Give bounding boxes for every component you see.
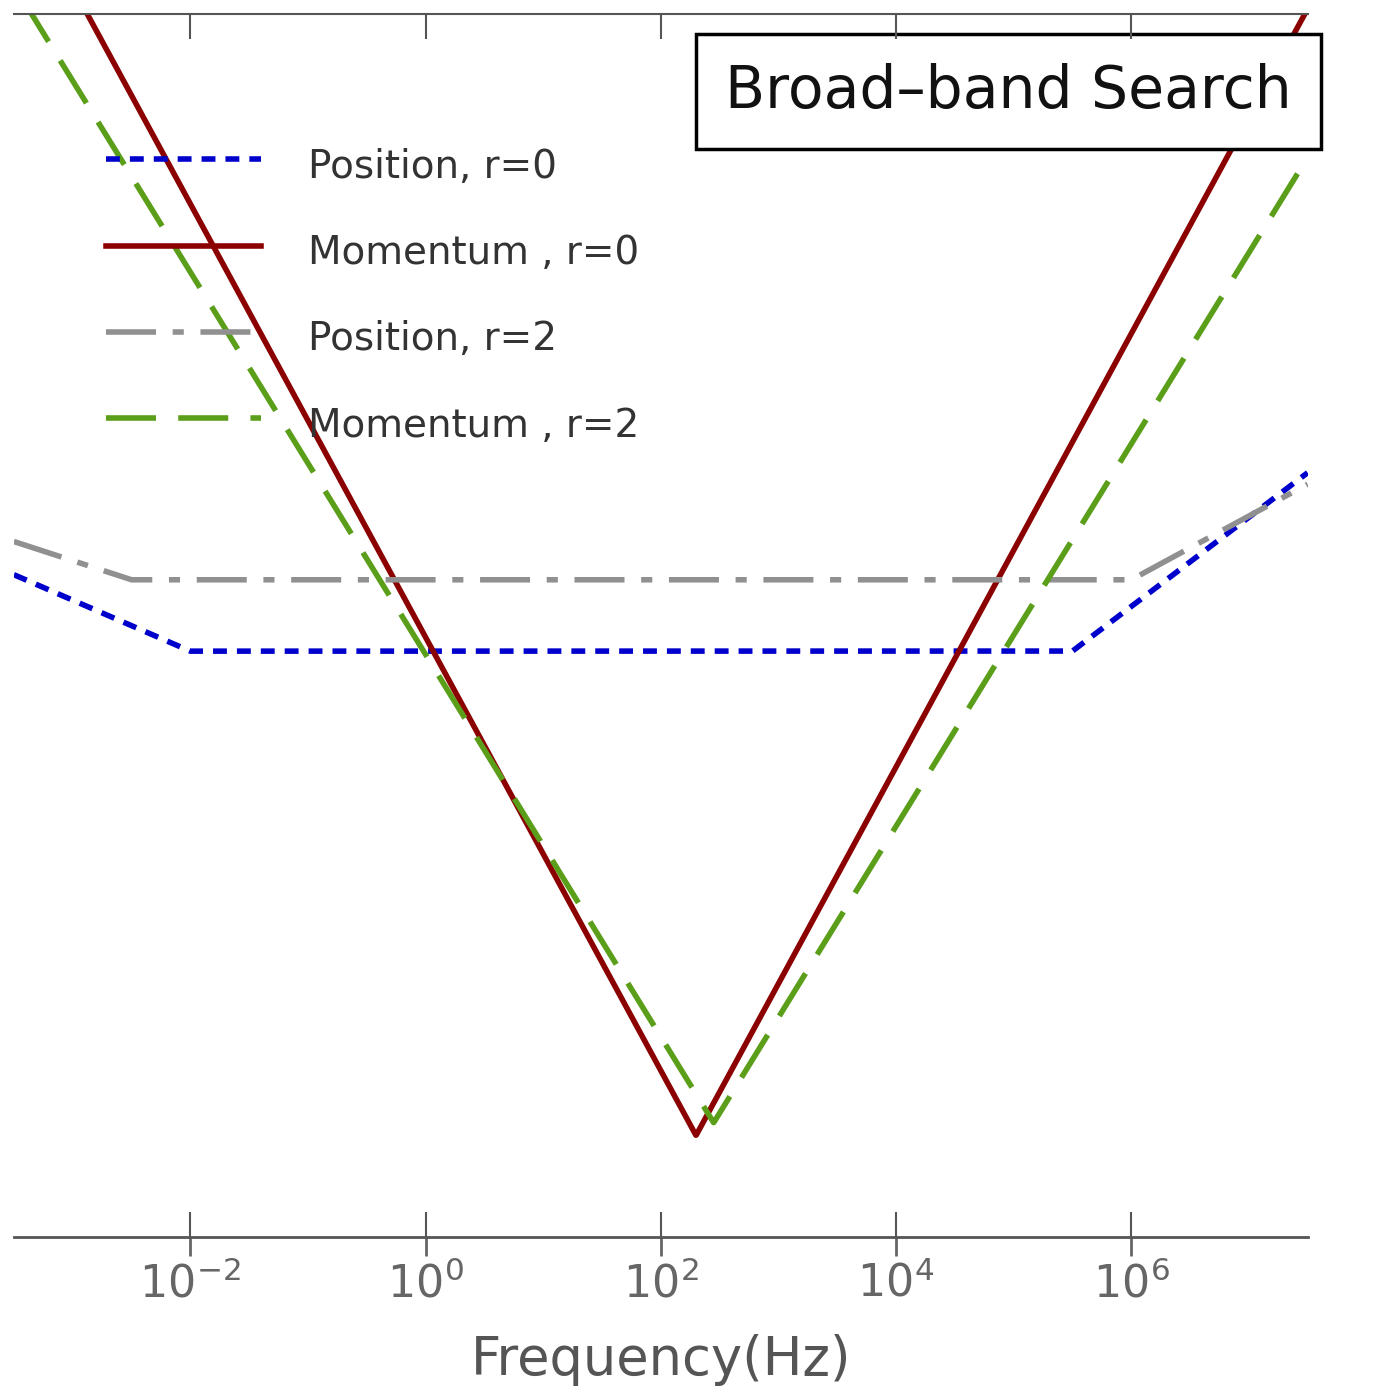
X-axis label: Frequency(Hz): Frequency(Hz)	[470, 1334, 851, 1386]
Momentum , r=0	[153, 143, 169, 160]
Position, r=0	[182, 643, 199, 659]
Position, r=2	[503, 571, 519, 588]
Line: Position, r=2: Position, r=2	[14, 484, 1308, 580]
Line: Momentum , r=2: Momentum , r=2	[14, 0, 1308, 1123]
Momentum , r=2	[501, 783, 518, 799]
Momentum , r=2	[1274, 189, 1291, 206]
Momentum , r=2	[706, 1114, 722, 1131]
Momentum , r=0	[1135, 304, 1152, 321]
Position, r=2	[154, 571, 171, 588]
Momentum , r=2	[1299, 148, 1316, 165]
Momentum , r=2	[153, 217, 169, 234]
Position, r=0	[1135, 589, 1152, 606]
Line: Position, r=0: Position, r=0	[14, 473, 1308, 651]
Text: Broad–band Search: Broad–band Search	[725, 63, 1292, 120]
Position, r=2	[230, 571, 246, 588]
Position, r=2	[123, 571, 140, 588]
Position, r=0	[6, 566, 22, 582]
Momentum , r=2	[230, 342, 246, 358]
Momentum , r=2	[1135, 416, 1152, 433]
Position, r=2	[559, 571, 575, 588]
Momentum , r=0	[1274, 46, 1291, 63]
Position, r=0	[559, 643, 575, 659]
Position, r=2	[1299, 476, 1316, 493]
Position, r=0	[1299, 465, 1316, 482]
Momentum , r=0	[501, 784, 518, 801]
Position, r=0	[153, 630, 169, 647]
Momentum , r=0	[687, 1127, 704, 1144]
Momentum , r=0	[1299, 0, 1316, 17]
Position, r=2	[1135, 564, 1152, 581]
Momentum , r=0	[230, 284, 246, 301]
Legend: Position, r=0, Momentum , r=0, Position, r=2, Momentum , r=2: Position, r=0, Momentum , r=0, Position,…	[59, 95, 686, 494]
Position, r=0	[1274, 483, 1291, 500]
Momentum , r=2	[557, 875, 574, 892]
Line: Momentum , r=0: Momentum , r=0	[14, 0, 1308, 1135]
Position, r=2	[6, 533, 22, 550]
Momentum , r=0	[557, 888, 574, 904]
Position, r=2	[1274, 490, 1291, 507]
Position, r=0	[503, 643, 519, 659]
Position, r=0	[230, 643, 246, 659]
